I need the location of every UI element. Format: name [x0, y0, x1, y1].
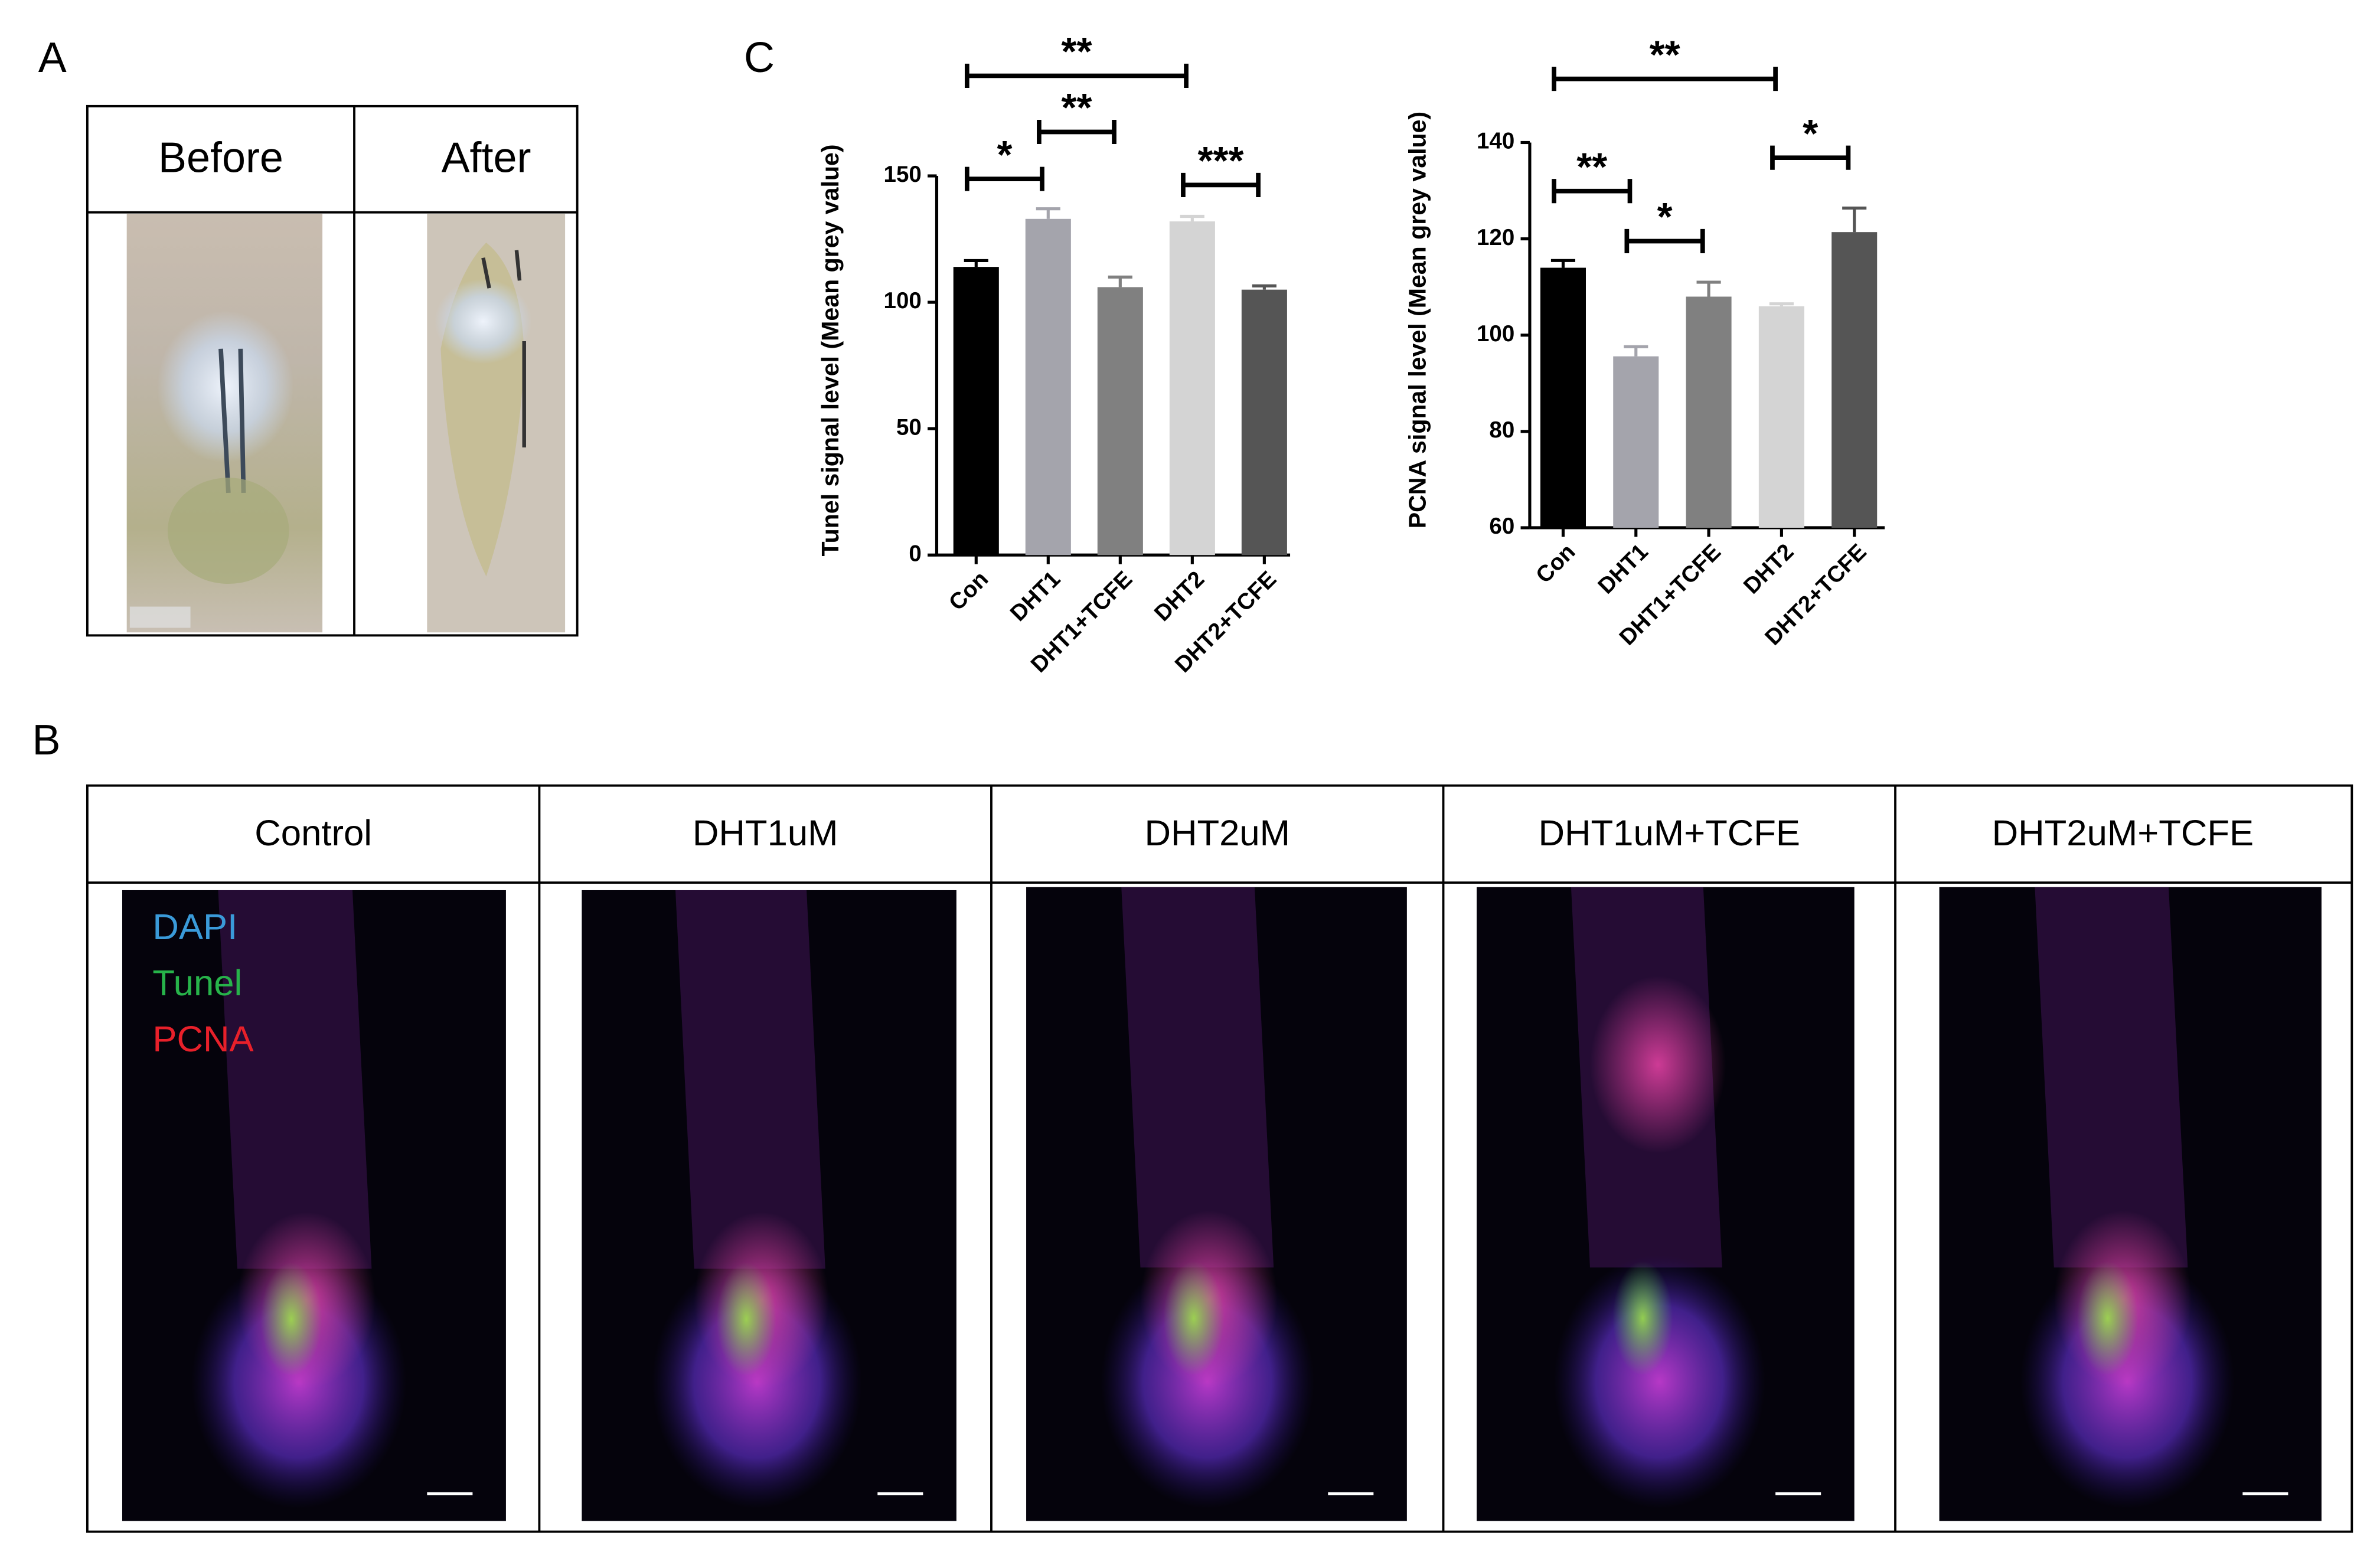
micrograph — [1026, 887, 1407, 1521]
legend-label: Tunel — [152, 963, 242, 1004]
hair-shaft — [675, 890, 825, 1269]
y-tick-label: 80 — [1489, 417, 1514, 443]
header: Before — [158, 134, 283, 181]
table-border — [86, 104, 579, 637]
significance-label: ** — [1061, 86, 1092, 130]
bar — [1241, 289, 1287, 555]
micrograph — [1939, 887, 2322, 1521]
x-tick-label: DHT2 — [1739, 539, 1799, 599]
stain — [260, 1262, 322, 1376]
stain — [1612, 1261, 1673, 1375]
error-bar — [1036, 207, 1060, 219]
y-axis-label: PCNA signal level (Mean grey value) — [1403, 112, 1431, 528]
legend-label: DAPI — [152, 907, 237, 947]
photo — [126, 214, 323, 633]
stain-legend: DAPI Tunel PCNA — [152, 907, 253, 1060]
header: After — [442, 134, 531, 181]
x-tick-label: Con — [944, 566, 993, 615]
significance-label: * — [1657, 195, 1673, 239]
y-axis-label: Tunel signal level (Mean grey value) — [817, 144, 844, 556]
significance-bracket — [1624, 228, 1705, 254]
micrograph — [582, 890, 956, 1521]
hair-shaft — [1121, 887, 1274, 1268]
bar — [1686, 296, 1732, 528]
panel-b: Control DHT1uM DHT2uM DHT1uM+TCFE DHT2uM… — [86, 784, 2353, 1533]
micrographs — [122, 887, 2322, 1521]
micrograph — [1477, 887, 1855, 1521]
x-tick-label: DHT1 — [1005, 566, 1066, 626]
bar-chart: 60 80 100 120 140 PCNA signal level (Mean gre… — [1403, 33, 1885, 651]
y-tick-label: 100 — [1477, 321, 1514, 347]
panel-a: Before After — [86, 104, 579, 637]
error-bar — [964, 259, 988, 267]
significance-bracket — [1037, 119, 1116, 145]
x-tick-label: DHT2 — [1150, 566, 1210, 626]
significance-label: *** — [1198, 139, 1244, 183]
error-bar — [1842, 206, 1867, 233]
stain — [716, 1262, 776, 1376]
significance-label: * — [1803, 112, 1818, 156]
x-tick-label: DHT1 — [1593, 539, 1653, 599]
significance-bracket — [965, 166, 1044, 191]
significance-bracket — [1552, 179, 1633, 204]
y-tick-label: 50 — [896, 414, 922, 440]
panel-label: C — [744, 34, 775, 81]
stain — [1589, 976, 1726, 1153]
bar — [1540, 267, 1586, 528]
hair-shaft — [218, 890, 372, 1269]
significance-bracket — [1181, 172, 1261, 197]
bar — [953, 267, 999, 555]
bar — [1613, 356, 1659, 528]
bar-chart: 0 50 100 150 Tunel signal level (Mean grey v… — [817, 30, 1291, 678]
bulb — [1553, 1254, 1765, 1509]
header: Control — [254, 813, 372, 854]
micrograph — [122, 890, 506, 1521]
header: DHT1uM+TCFE — [1539, 813, 1801, 854]
header: DHT2uM — [1144, 813, 1290, 854]
photo — [427, 214, 566, 633]
error-bar — [1252, 284, 1276, 290]
header: DHT1uM — [693, 813, 838, 854]
error-bar — [1108, 275, 1132, 287]
panel-label: A — [38, 34, 67, 81]
significance-label: ** — [1576, 145, 1607, 189]
bar — [1025, 218, 1071, 555]
y-tick-label: 0 — [909, 541, 921, 566]
stain — [1163, 1261, 1225, 1375]
header: DHT2uM+TCFE — [1992, 813, 2254, 854]
error-bar — [1550, 259, 1576, 268]
bar — [1831, 232, 1878, 528]
x-tick-label: Con — [1531, 539, 1580, 588]
error-bar — [1624, 345, 1648, 357]
significance-label: ** — [1650, 33, 1680, 77]
y-tick-label: 60 — [1489, 514, 1514, 539]
error-bar — [1696, 280, 1721, 297]
table-border — [86, 784, 2353, 1533]
y-tick-label: 140 — [1477, 129, 1514, 154]
panel-label: B — [32, 717, 61, 764]
stain — [2077, 1261, 2139, 1375]
error-bar — [1769, 302, 1794, 306]
significance-label: ** — [1061, 30, 1092, 74]
charts: 0 50 100 150 Tunel signal level (Mean grey v… — [817, 30, 1885, 678]
significance-label: * — [997, 133, 1012, 177]
hair-shaft — [2035, 887, 2188, 1268]
legend-label: PCNA — [152, 1019, 253, 1060]
significance-bracket — [1770, 145, 1851, 170]
y-tick-label: 120 — [1477, 225, 1514, 250]
bar — [1169, 221, 1215, 555]
bar — [1097, 287, 1143, 555]
significance-bracket — [965, 63, 1189, 88]
y-tick-label: 150 — [884, 162, 922, 187]
y-tick-label: 100 — [884, 288, 922, 313]
significance-bracket — [1552, 67, 1778, 92]
bar — [1758, 306, 1804, 528]
error-bar — [1180, 214, 1204, 222]
